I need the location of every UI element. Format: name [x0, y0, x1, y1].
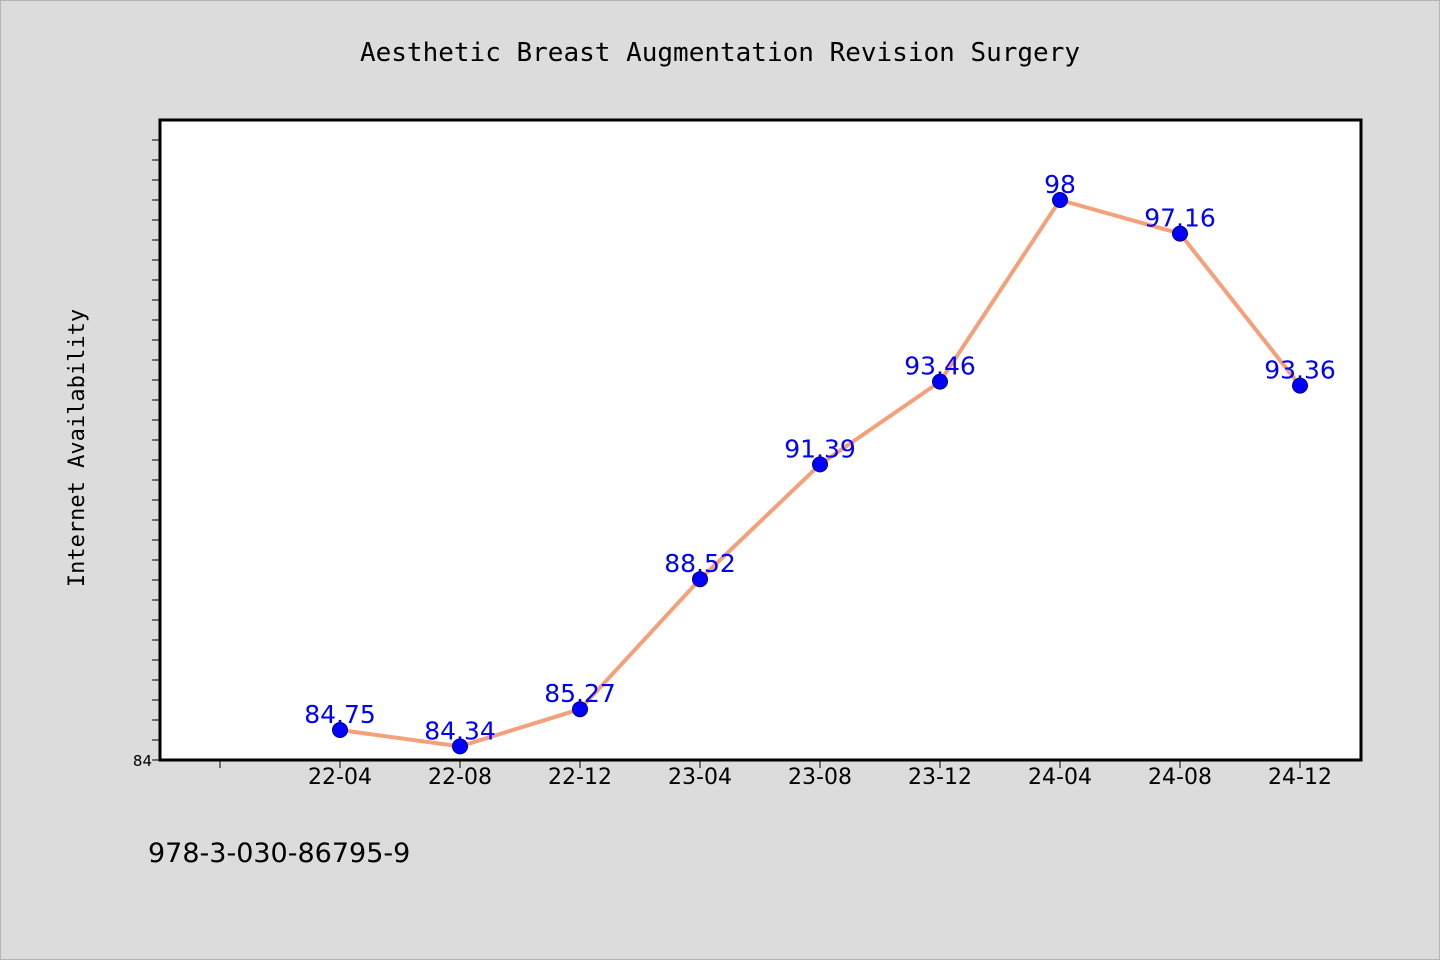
data-label: 84.75 [304, 700, 376, 729]
x-tick-label: 23-12 [908, 765, 972, 790]
data-label: 85.27 [544, 679, 616, 708]
y-axis-title: Internet Availability [65, 309, 90, 587]
data-markers [332, 192, 1308, 755]
data-label: 93.36 [1264, 356, 1336, 385]
data-point [932, 373, 948, 390]
x-tick-label: 22-12 [548, 765, 612, 790]
x-tick-label: 23-04 [668, 765, 732, 790]
data-point [692, 571, 708, 588]
data-point [812, 456, 828, 473]
x-tick-label: 24-04 [1028, 765, 1092, 790]
data-label: 88.52 [664, 549, 736, 578]
data-point [1292, 377, 1308, 394]
data-point [1172, 225, 1188, 242]
chart-title: Aesthetic Breast Augmentation Revision S… [360, 38, 1080, 68]
data-label: 93.46 [904, 352, 976, 381]
data-label: 84.34 [424, 716, 496, 745]
data-label: 91.39 [784, 434, 856, 463]
x-tick-label: 23-08 [788, 765, 852, 790]
data-labels: 84.75 84.34 85.27 88.52 91.39 93.46 98 97.16 93.… [304, 170, 1336, 745]
footer-code: 978-3-030-86795-9 [148, 838, 410, 869]
x-axis-ticks: 22-04 22-08 22-12 23-04 23-08 23-12 24-04 24-08… [219, 760, 1332, 790]
x-tick-label: 22-04 [308, 765, 372, 790]
x-tick-label: 24-12 [1268, 765, 1332, 790]
data-label: 97.16 [1144, 204, 1216, 233]
data-point [332, 722, 348, 738]
data-label: 98 [1044, 170, 1076, 199]
data-point [452, 738, 468, 755]
y-axis-ticks: 84 [133, 139, 160, 770]
y-tick-label: 84 [133, 752, 152, 770]
x-tick-label: 22-08 [428, 765, 492, 790]
x-tick-label: 24-08 [1148, 765, 1212, 790]
data-point [1052, 192, 1068, 208]
data-point [572, 701, 588, 718]
